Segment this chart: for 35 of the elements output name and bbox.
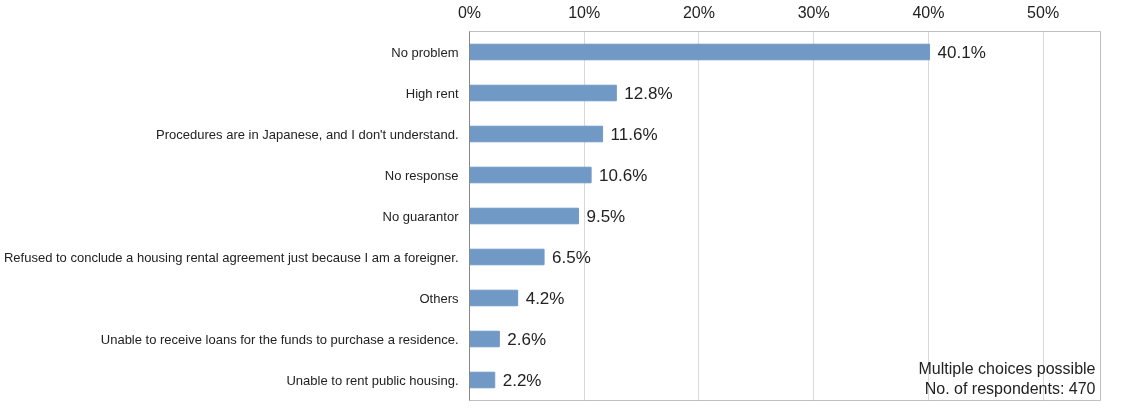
bar [469, 248, 545, 266]
data-label: 10.6% [599, 165, 648, 185]
annotation: No. of respondents: 470 [924, 379, 1096, 397]
y-tick-label: No response [384, 167, 459, 183]
data-label: 4.2% [525, 288, 565, 308]
y-tick-label: Procedures are in Japanese, and I don't understand. [156, 126, 459, 142]
bar [469, 43, 931, 61]
data-label: 6.5% [552, 247, 591, 267]
x-tick-label: 50% [1027, 3, 1060, 21]
data-label: 12.8% [624, 83, 673, 103]
bar [469, 207, 579, 225]
y-tick-label: Others [419, 290, 459, 306]
data-label: 2.2% [502, 370, 542, 390]
bar [469, 125, 604, 143]
y-tick-label: Refused to conclude a housing rental agreement just because I am a foreigner. [3, 249, 459, 265]
x-tick-label: 40% [912, 3, 945, 21]
data-label: 40.1% [937, 42, 986, 62]
bar [469, 289, 519, 307]
x-tick-label: 30% [797, 3, 830, 21]
y-tick-label: Unable to rent public housing. [286, 372, 459, 388]
y-tick-label: No problem [391, 44, 459, 60]
y-tick-label: No guarantor [382, 208, 460, 224]
x-tick-label: 10% [568, 3, 601, 21]
y-tick-label: High rent [405, 85, 459, 101]
data-label: 9.5% [586, 206, 626, 226]
bar [469, 330, 500, 348]
x-tick-label: 0% [457, 3, 482, 21]
data-label: 2.6% [507, 329, 547, 349]
bar [469, 371, 496, 389]
bar [469, 166, 592, 184]
x-tick-label: 20% [682, 3, 715, 21]
y-tick-label: Unable to receive loans for the funds to purchase a residence. [100, 331, 459, 347]
annotation: Multiple choices possible [918, 359, 1096, 377]
data-label: 11.6% [610, 124, 658, 144]
bar [469, 84, 617, 102]
